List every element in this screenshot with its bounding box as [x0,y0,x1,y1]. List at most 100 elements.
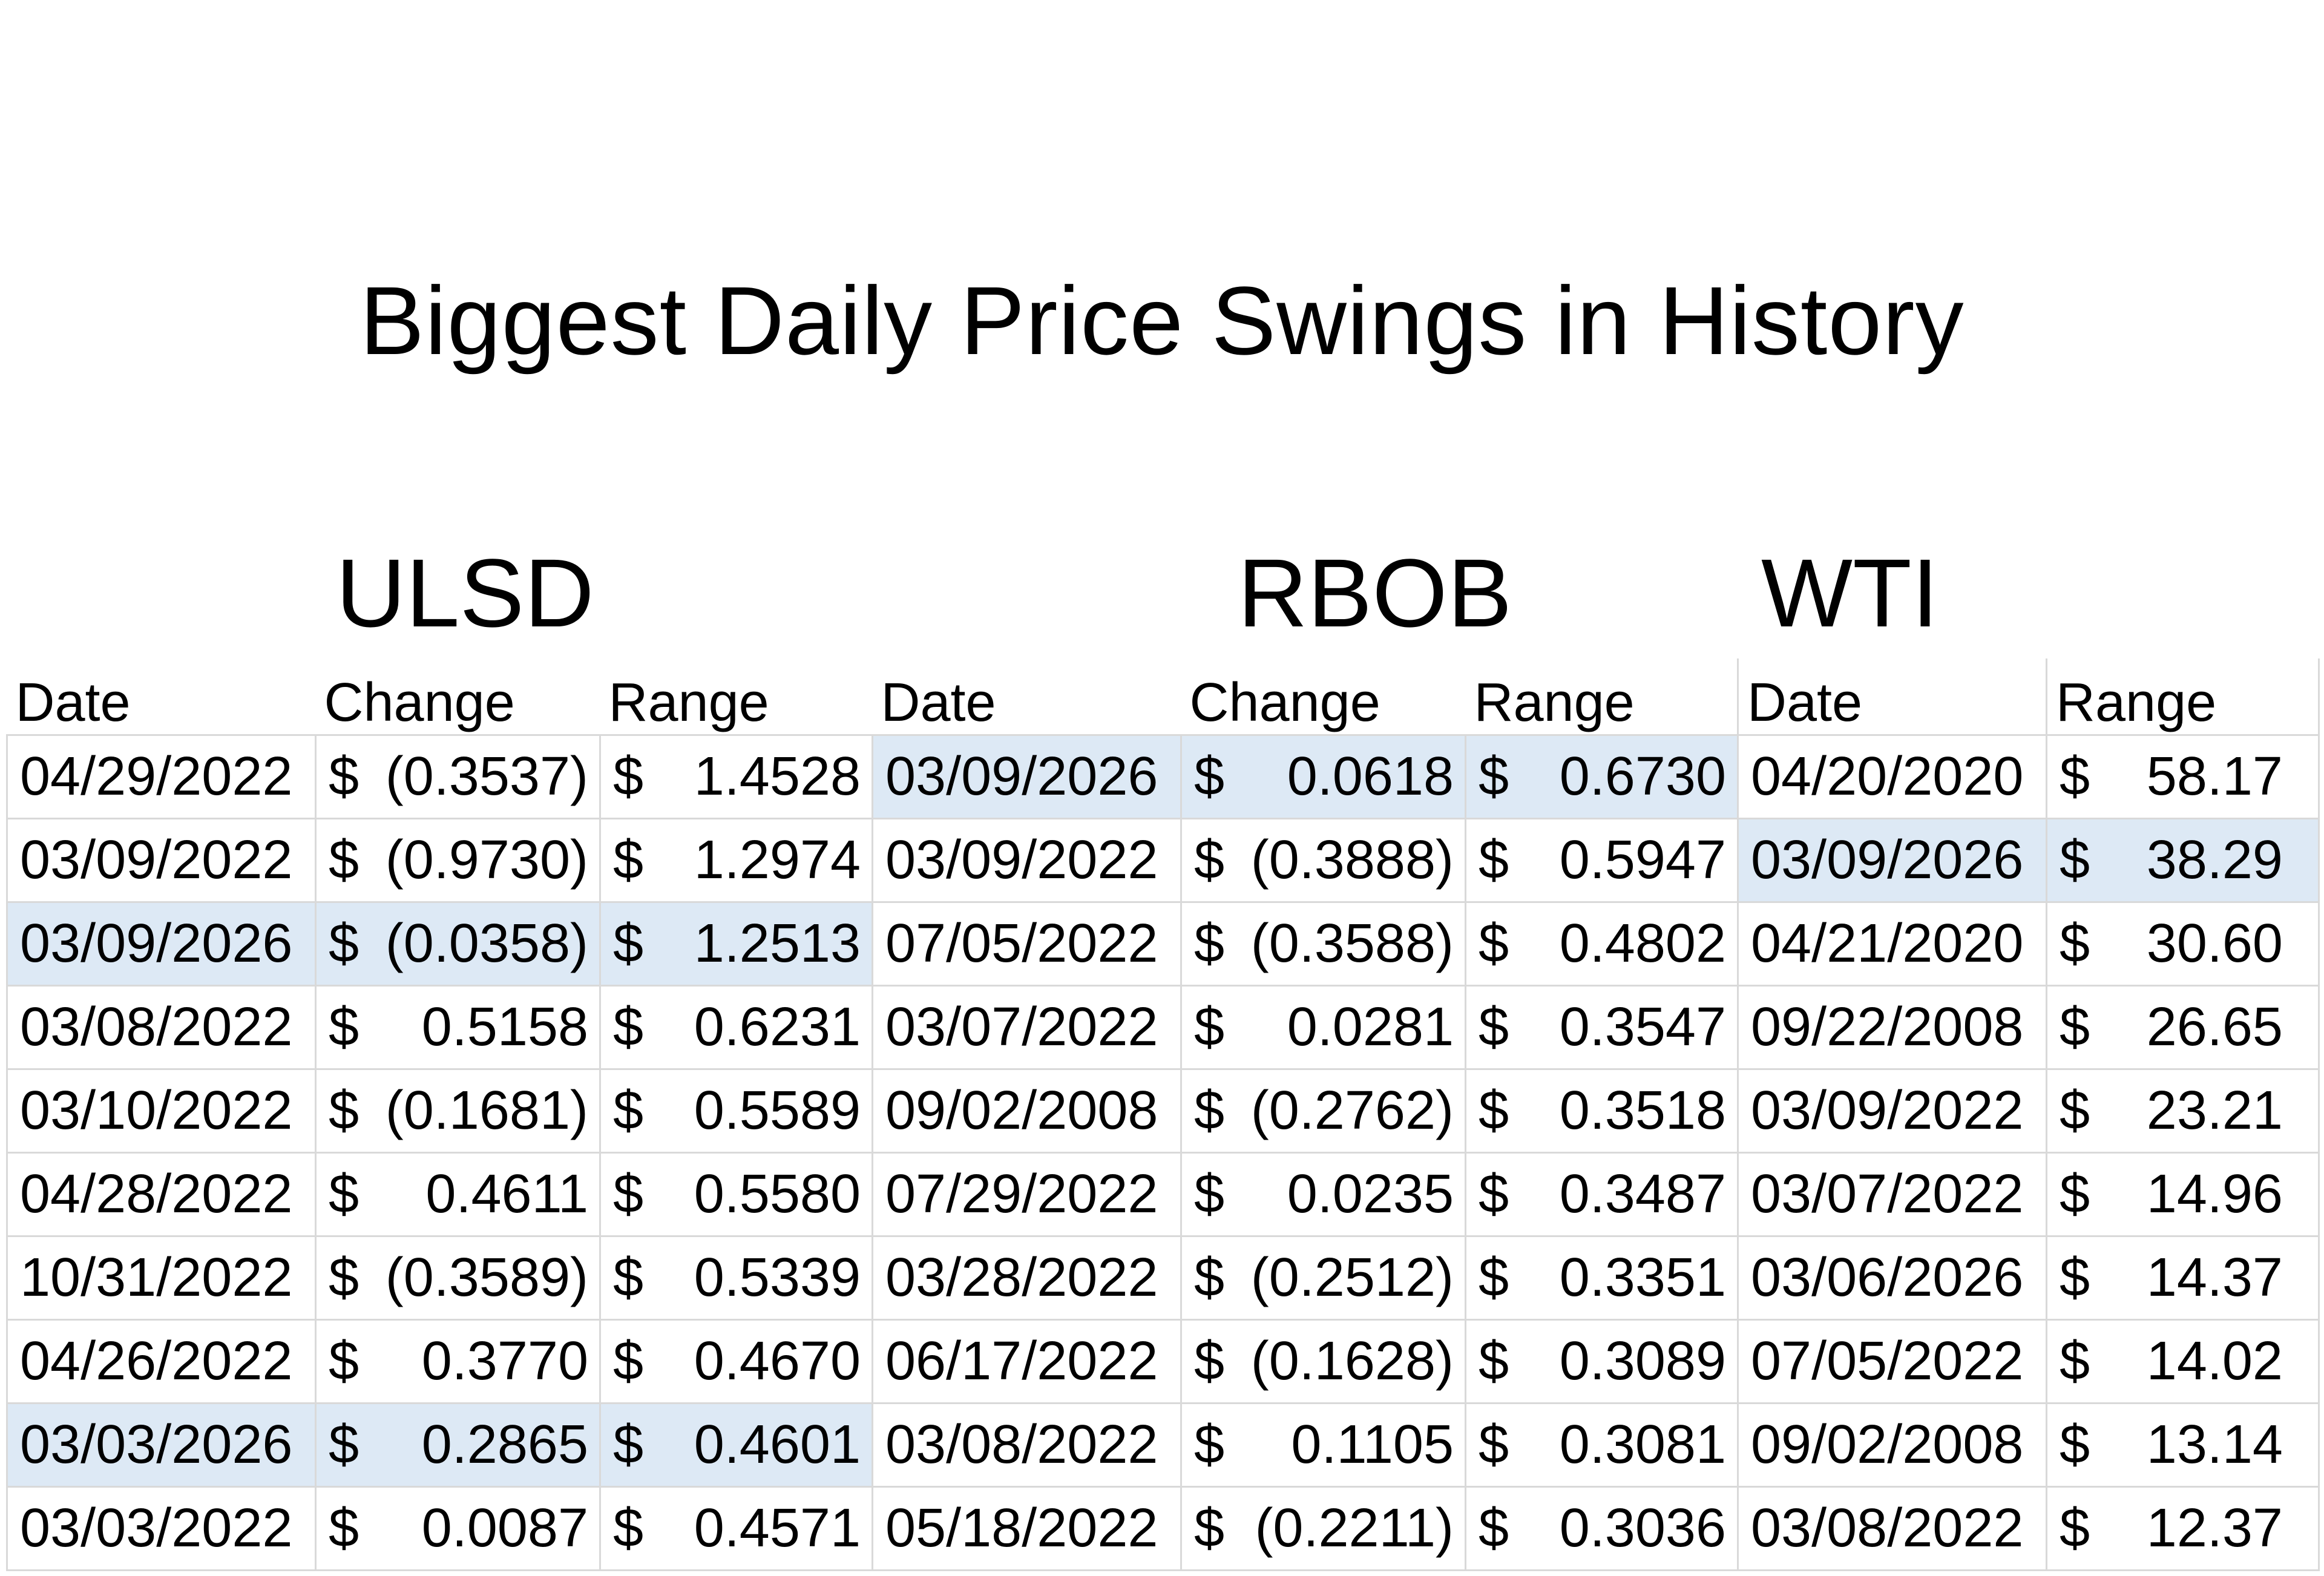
amount-value: 0.3518 [1559,1080,1726,1141]
ulsd-date-cell: 03/09/2026 [6,901,317,987]
currency-symbol: $ [1194,1414,1225,1475]
amount-value: (0.3588) [1250,913,1454,974]
ulsd-date-cell: 03/09/2022 [6,817,317,903]
amount-value: 14.96 [2146,1163,2283,1224]
amount-value: 23.21 [2146,1080,2283,1141]
wti-date-cell: 03/06/2026 [1737,1235,2047,1321]
table-row: 04/26/2022 $0.3770 $0.4670 06/17/2022 $ (0.16… [6,1318,2320,1404]
table-row: 03/09/2026 $ (0.0358) $1.2513 07/05/2022 $ (0.… [6,901,2320,987]
amount-value: 1.4528 [694,746,861,807]
amount-value: (0.2512) [1250,1247,1454,1308]
ulsd-change-cell: $ (0.1681) [315,1068,601,1154]
rbob-range-cell: $0.3089 [1465,1318,1739,1404]
currency-symbol: $ [1479,829,1509,890]
rbob-change-cell: $0.0235 [1180,1151,1466,1237]
currency-symbol: $ [1479,1163,1509,1224]
amount-value: 0.6730 [1559,746,1726,807]
amount-value: 12.37 [2146,1497,2283,1558]
table-row: 04/29/2022 $ (0.3537) $1.4528 03/09/2026 $0.0… [6,734,2320,819]
amount-value: (0.3888) [1250,829,1454,890]
amount-value: 14.37 [2146,1247,2283,1308]
rbob-change-cell: $0.0618 [1180,734,1466,819]
currency-symbol: $ [2060,913,2090,974]
wti-date-cell: 03/09/2026 [1737,817,2047,903]
wti-range-cell: $38.29 [2046,817,2320,903]
currency-symbol: $ [1479,1497,1509,1558]
currency-symbol: $ [1479,913,1509,974]
currency-symbol: $ [2060,746,2090,807]
wti-range-cell: $14.37 [2046,1235,2320,1321]
currency-symbol: $ [329,1163,359,1224]
rbob-range-cell: $0.3518 [1465,1068,1739,1154]
currency-symbol: $ [329,1497,359,1558]
wti-date-cell: 04/20/2020 [1737,734,2047,819]
table-row: 04/28/2022 $0.4611 $0.5580 07/29/2022 $0.023… [6,1151,2320,1237]
amount-value: 0.5339 [694,1247,861,1308]
wti-range-cell: $58.17 [2046,734,2320,819]
group-title-ulsd: ULSD [336,539,594,647]
currency-symbol: $ [2060,1414,2090,1475]
ulsd-change-cell: $0.5158 [315,984,601,1070]
amount-value: 0.5580 [694,1163,861,1224]
currency-symbol: $ [2060,996,2090,1057]
currency-symbol: $ [2060,1497,2090,1558]
currency-symbol: $ [2060,1080,2090,1141]
ulsd-change-cell: $0.4611 [315,1151,601,1237]
rbob-change-cell: $ (0.3888) [1180,817,1466,903]
currency-symbol: $ [613,1080,644,1141]
ulsd-range-cell: $0.5580 [599,1151,873,1237]
ulsd-range-cell: $1.2513 [599,901,873,987]
header-rbob-date: Date [881,672,996,733]
ulsd-date-cell: 03/08/2022 [6,984,317,1070]
ulsd-change-cell: $0.0087 [315,1485,601,1571]
amount-value: 0.4571 [694,1497,861,1558]
amount-value: 0.4601 [694,1414,861,1475]
rbob-change-cell: $ (0.2211) [1180,1485,1466,1571]
amount-value: 0.3089 [1559,1330,1726,1391]
currency-symbol: $ [1194,996,1225,1057]
wti-date-cell: 03/09/2022 [1737,1068,2047,1154]
rbob-range-cell: $0.4802 [1465,901,1739,987]
table-row: 03/08/2022 $0.5158 $0.6231 03/07/2022 $0.028… [6,984,2320,1070]
wti-range-cell: $14.02 [2046,1318,2320,1404]
ulsd-date-cell: 04/28/2022 [6,1151,317,1237]
currency-symbol: $ [2060,1163,2090,1224]
ulsd-change-cell: $ (0.0358) [315,901,601,987]
rbob-date-cell: 07/29/2022 [872,1151,1182,1237]
currency-symbol: $ [329,1247,359,1308]
ulsd-change-cell: $0.2865 [315,1402,601,1488]
wti-date-cell: 04/21/2020 [1737,901,2047,987]
amount-value: (0.9730) [385,829,588,890]
rbob-date-cell: 07/05/2022 [872,901,1182,987]
currency-symbol: $ [1479,996,1509,1057]
ulsd-range-cell: $1.2974 [599,817,873,903]
amount-value: 0.2865 [421,1414,588,1475]
ulsd-change-cell: $ (0.3589) [315,1235,601,1321]
amount-value: 0.1105 [1291,1414,1454,1475]
header-ulsd-change: Change [324,672,515,733]
amount-value: (0.1628) [1250,1330,1454,1391]
rbob-change-cell: $0.0281 [1180,984,1466,1070]
currency-symbol: $ [1194,1080,1225,1141]
amount-value: 1.2974 [694,829,861,890]
currency-symbol: $ [1194,913,1225,974]
currency-symbol: $ [613,1414,644,1475]
group-title-wti: WTI [1761,539,1939,647]
ulsd-range-cell: $1.4528 [599,734,873,819]
ulsd-date-cell: 04/26/2022 [6,1318,317,1404]
amount-value: 0.3770 [421,1330,588,1391]
amount-value: 0.6231 [694,996,861,1057]
ulsd-change-cell: $ (0.9730) [315,817,601,903]
rbob-change-cell: $ (0.2762) [1180,1068,1466,1154]
header-rbob-change: Change [1189,672,1380,733]
amount-value: 58.17 [2146,746,2283,807]
table-row: 03/03/2026 $0.2865 $0.4601 03/08/2022 $0.110… [6,1402,2320,1488]
amount-value: 1.2513 [694,913,861,974]
amount-value: 0.4611 [425,1163,588,1224]
currency-symbol: $ [1194,1497,1225,1558]
wti-range-cell: $14.96 [2046,1151,2320,1237]
rbob-range-cell: $0.5947 [1465,817,1739,903]
rbob-date-cell: 03/09/2026 [872,734,1182,819]
ulsd-range-cell: $0.5589 [599,1068,873,1154]
amount-value: (0.3589) [385,1247,588,1308]
